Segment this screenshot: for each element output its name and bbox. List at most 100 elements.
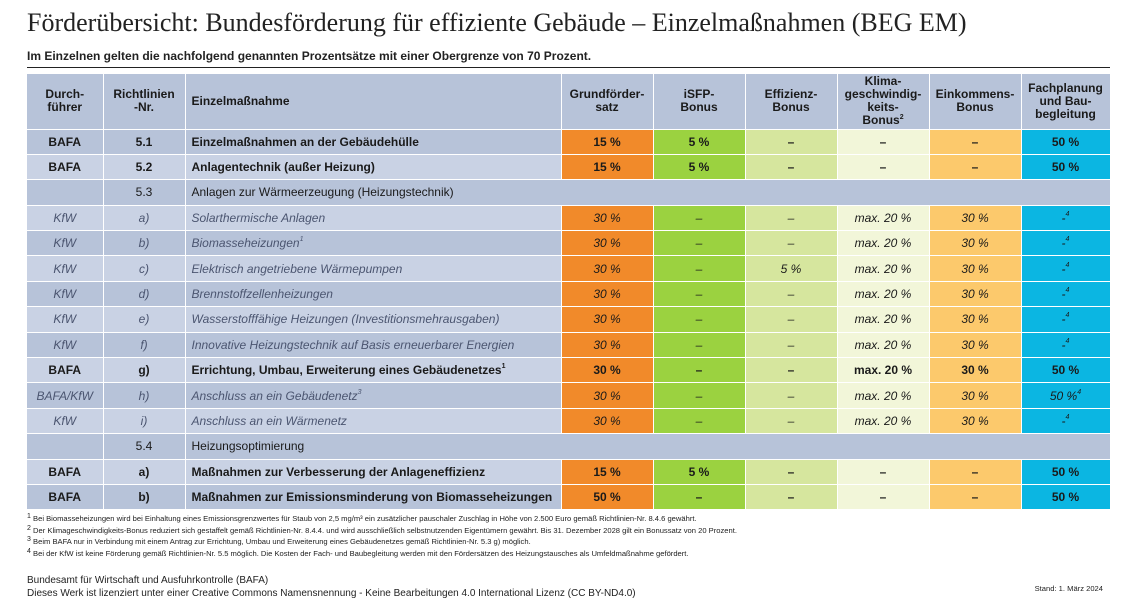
cell-durchfuehrer: KfW (27, 408, 104, 435)
cell-eff: – (745, 408, 838, 435)
cell-durchfuehrer: KfW (27, 205, 104, 232)
header-isfp-bonus: iSFP- Bonus (653, 74, 746, 130)
cell-durchfuehrer: BAFA (27, 484, 104, 511)
section-row: 5.4 Heizungsoptimierung (27, 433, 1111, 460)
cell-eink: 30 % (929, 255, 1022, 282)
cell-fach: -4 (1021, 230, 1111, 257)
cell-massnahme: Biomasseheizungen1 (185, 230, 562, 257)
cell-isfp: – (653, 255, 746, 282)
cell-klima: max. 20 % (837, 205, 930, 232)
cell-eff: 5 % (745, 255, 838, 282)
cell-grund: 30 % (561, 281, 654, 308)
cell-klima: max. 20 % (837, 255, 930, 282)
cell-durchfuehrer: KfW (27, 255, 104, 282)
cell-fach: 50 % (1021, 484, 1111, 511)
cell-klima: max. 20 % (837, 306, 930, 333)
cell-eink: 30 % (929, 382, 1022, 409)
cell-fach: -4 (1021, 332, 1111, 359)
cell-fach: -4 (1021, 205, 1111, 232)
table-row: KfW b) Biomasseheizungen1 30 % – – max. … (27, 230, 1111, 257)
cell-grund: 15 % (561, 154, 654, 181)
cell-isfp: – (653, 484, 746, 511)
cell-klima: max. 20 % (837, 230, 930, 257)
cell-massnahme: Elektrisch angetriebene Wärmepumpen (185, 255, 562, 282)
section-title: Heizungsoptimierung (185, 433, 1111, 460)
cell-eink: 30 % (929, 230, 1022, 257)
cell-klima: max. 20 % (837, 332, 930, 359)
cell-grund: 30 % (561, 382, 654, 409)
cell-isfp: – (653, 408, 746, 435)
cell-eff: – (745, 129, 838, 155)
funding-table: Durch-führer Richtlinien -Nr. Einzelmaßna… (27, 74, 1111, 511)
footnote: 1 Bei Biomasseheizungen wird bei Einhalt… (27, 513, 697, 523)
table-row: KfW c) Elektrisch angetriebene Wärmepump… (27, 255, 1111, 282)
cell-eink: – (929, 129, 1022, 155)
cell-massnahme: Wasserstofffähige Heizungen (Investition… (185, 306, 562, 333)
cell-fach: 50 % (1021, 129, 1111, 155)
cell-eink: 30 % (929, 306, 1022, 333)
cell-massnahme: Maßnahmen zur Emissionsminderung von Bio… (185, 484, 562, 511)
cell-massnahme: Brennstoffzellenheizungen (185, 281, 562, 308)
table-row: KfW a) Solarthermische Anlagen 30 % – – … (27, 205, 1111, 232)
cell-massnahme: Solarthermische Anlagen (185, 205, 562, 232)
cell-eff: – (745, 357, 838, 384)
cell-richtlinien-nr: 5.4 (103, 433, 186, 460)
stand-date: Stand: 1. März 2024 (1034, 584, 1103, 593)
cell-fach: 50 % (1021, 357, 1111, 384)
cell-massnahme: Anschluss an ein Gebäudenetz3 (185, 382, 562, 409)
cell-richtlinien-nr: a) (103, 205, 186, 232)
cell-fach: 50 % (1021, 154, 1111, 181)
table-row: BAFA 5.2 Anlagentechnik (außer Heizung) … (27, 154, 1111, 181)
cell-grund: 15 % (561, 459, 654, 485)
cell-eff: – (745, 484, 838, 511)
cell-isfp: 5 % (653, 459, 746, 485)
cell-isfp: – (653, 357, 746, 384)
page-title: Förderübersicht: Bundesförderung für eff… (27, 8, 967, 37)
issuer-block: Bundesamt für Wirtschaft und Ausfuhrkont… (27, 575, 636, 600)
cell-grund: 30 % (561, 408, 654, 435)
cell-eff: – (745, 306, 838, 333)
cell-richtlinien-nr: g) (103, 357, 186, 384)
cell-durchfuehrer: BAFA (27, 459, 104, 485)
cell-isfp: – (653, 230, 746, 257)
cell-eff: – (745, 459, 838, 485)
header-grundfoerdersatz: Grundförder-satz (561, 74, 654, 130)
cell-isfp: 5 % (653, 154, 746, 181)
table-row: BAFA/KfW h) Anschluss an ein Gebäudenetz… (27, 382, 1111, 409)
cell-massnahme: Innovative Heizungstechnik auf Basis ern… (185, 332, 562, 359)
cell-eink: – (929, 484, 1022, 511)
cell-klima: – (837, 484, 930, 511)
cell-massnahme: Maßnahmen zur Verbesserung der Anlagenef… (185, 459, 562, 485)
footnote: 4 Bei der KfW ist keine Förderung gemäß … (27, 547, 689, 558)
cell-richtlinien-nr: b) (103, 484, 186, 511)
cell-fach: 50 %4 (1021, 382, 1111, 409)
cell-richtlinien-nr: d) (103, 281, 186, 308)
cell-grund: 30 % (561, 332, 654, 359)
cell-grund: 30 % (561, 357, 654, 384)
header-richtlinien-nr: Richtlinien -Nr. (103, 74, 186, 130)
cell-massnahme: Anlagentechnik (außer Heizung) (185, 154, 562, 181)
cell-klima: max. 20 % (837, 408, 930, 435)
cell-massnahme: Errichtung, Umbau, Erweiterung eines Geb… (185, 357, 562, 384)
table-header-row: Durch-führer Richtlinien -Nr. Einzelmaßna… (27, 74, 1111, 130)
cell-eink: 30 % (929, 357, 1022, 384)
table-row: KfW d) Brennstoffzellenheizungen 30 % – … (27, 281, 1111, 308)
cell-grund: 30 % (561, 255, 654, 282)
footnotes: 1 Bei Biomasseheizungen wird bei Einhalt… (27, 513, 737, 559)
cell-isfp: – (653, 306, 746, 333)
table-row: KfW e) Wasserstofffähige Heizungen (Inve… (27, 306, 1111, 333)
table-row: BAFA g) Errichtung, Umbau, Erweiterung e… (27, 357, 1111, 384)
cell-richtlinien-nr: h) (103, 382, 186, 409)
cell-massnahme: Anschluss an ein Wärmenetz (185, 408, 562, 435)
cell-durchfuehrer: KfW (27, 230, 104, 257)
cell-durchfuehrer (27, 179, 104, 206)
cell-richtlinien-nr: f) (103, 332, 186, 359)
header-einkommens-bonus: Einkommens- Bonus (929, 74, 1022, 130)
table-row: BAFA b) Maßnahmen zur Emissionsminderung… (27, 484, 1111, 511)
cell-richtlinien-nr: a) (103, 459, 186, 485)
cell-eff: – (745, 382, 838, 409)
cell-isfp: – (653, 281, 746, 308)
footnote: 3 Beim BAFA nur in Verbindung mit einem … (27, 536, 531, 546)
cell-klima: – (837, 154, 930, 181)
section-title: Anlagen zur Wärmeerzeugung (Heizungstech… (185, 179, 1111, 206)
